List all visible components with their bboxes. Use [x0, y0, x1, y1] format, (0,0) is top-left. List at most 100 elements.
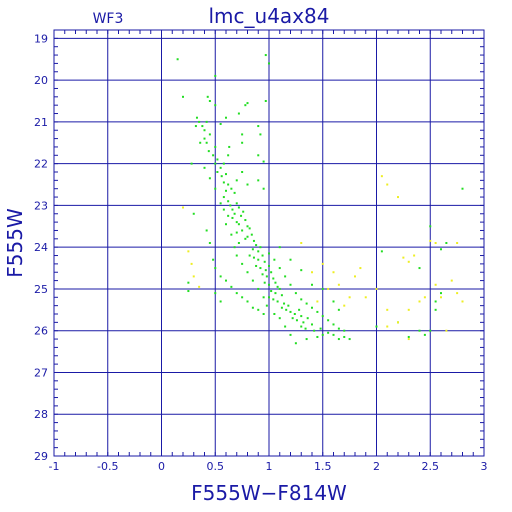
data-point — [289, 283, 292, 286]
x-tick-label: 1.5 — [314, 460, 332, 473]
x-tick-label: -1 — [49, 460, 60, 473]
data-point — [268, 252, 270, 255]
y-tick-label: 23 — [34, 199, 48, 212]
data-point — [434, 308, 437, 311]
data-point — [190, 162, 193, 165]
data-point — [252, 256, 255, 259]
data-point — [225, 279, 227, 282]
data-point — [241, 171, 244, 173]
data-point — [418, 267, 421, 270]
data-point — [311, 323, 313, 326]
data-point — [257, 308, 260, 311]
data-point — [251, 279, 254, 282]
data-point — [364, 296, 367, 299]
data-point — [407, 338, 410, 341]
data-point — [450, 279, 453, 282]
data-point — [237, 223, 240, 226]
data-point — [311, 283, 313, 286]
data-point — [251, 306, 254, 309]
data-point — [268, 283, 270, 286]
data-point — [461, 300, 464, 303]
data-point — [283, 302, 286, 305]
data-point — [240, 214, 243, 217]
data-point — [246, 102, 249, 105]
data-point — [354, 275, 356, 278]
data-point — [268, 296, 270, 299]
data-point — [203, 129, 206, 132]
data-point — [222, 181, 225, 184]
data-point — [242, 210, 245, 213]
x-tick-label: 0.5 — [207, 460, 225, 473]
y-tick-label: 24 — [34, 241, 48, 254]
data-point — [440, 248, 442, 251]
data-point — [305, 338, 308, 341]
data-point — [268, 264, 270, 267]
data-point — [423, 296, 426, 299]
data-point — [241, 296, 244, 299]
data-point — [278, 246, 281, 249]
data-point — [219, 300, 222, 303]
data-point — [375, 325, 378, 328]
data-point — [276, 300, 279, 303]
data-point — [262, 296, 265, 299]
data-point — [241, 262, 244, 265]
chart-title: lmc_u4ax84 — [209, 4, 330, 28]
data-point — [429, 239, 432, 242]
data-point — [235, 202, 238, 205]
data-point — [300, 325, 303, 328]
data-point — [348, 296, 351, 299]
data-point — [337, 283, 340, 286]
data-point — [208, 133, 211, 136]
data-point — [259, 246, 262, 249]
data-point — [237, 112, 240, 115]
x-tick-label: 2.5 — [422, 460, 440, 473]
data-point — [214, 292, 217, 295]
data-point — [208, 100, 211, 102]
data-point — [231, 208, 234, 211]
data-point — [222, 208, 225, 211]
data-point — [337, 338, 340, 341]
data-point — [262, 313, 265, 315]
data-point — [208, 177, 211, 180]
data-point — [262, 187, 265, 190]
data-point — [270, 290, 273, 293]
data-point — [359, 267, 362, 270]
data-point — [423, 333, 426, 336]
data-point — [311, 271, 313, 274]
data-point — [255, 264, 258, 267]
data-point — [375, 287, 378, 290]
data-point — [284, 275, 287, 278]
data-point — [244, 104, 247, 107]
data-point — [195, 116, 198, 119]
data-point — [252, 239, 255, 242]
data-point — [263, 281, 266, 284]
data-point — [273, 258, 276, 261]
data-point — [265, 304, 268, 307]
data-point — [212, 258, 215, 261]
data-point — [386, 325, 389, 328]
data-point — [285, 308, 288, 311]
data-point — [219, 166, 222, 169]
data-point — [280, 306, 283, 309]
data-point — [265, 275, 268, 278]
data-point — [319, 327, 322, 330]
data-point — [246, 300, 249, 303]
data-point — [227, 200, 230, 203]
data-point — [192, 212, 195, 215]
x-axis-label: F555W−F814W — [191, 481, 347, 505]
data-point — [313, 329, 316, 332]
data-point — [235, 231, 238, 234]
data-point — [327, 287, 330, 290]
data-point — [272, 277, 275, 280]
data-point — [227, 154, 230, 157]
data-point — [429, 329, 432, 332]
data-point — [259, 267, 262, 270]
data-point — [229, 204, 232, 207]
data-point — [263, 260, 266, 263]
data-point — [264, 269, 267, 272]
data-point — [259, 133, 262, 136]
data-point — [274, 281, 277, 284]
data-point — [300, 269, 303, 272]
data-point — [219, 202, 222, 205]
